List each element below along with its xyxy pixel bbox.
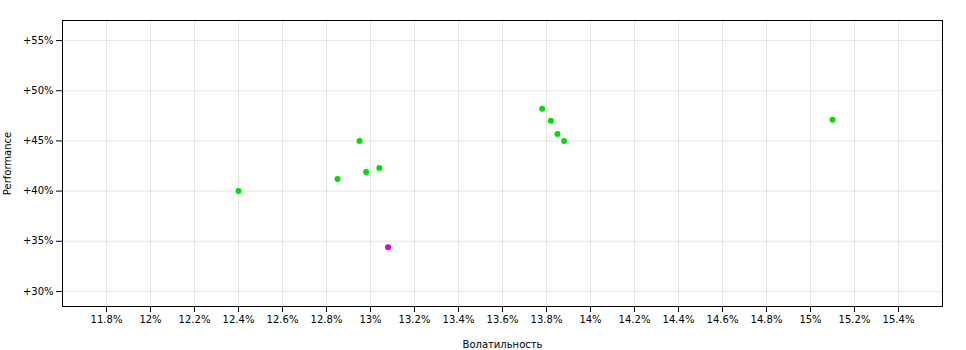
- svg-text:13.8%: 13.8%: [531, 314, 563, 325]
- svg-text:Performance: Performance: [2, 132, 13, 195]
- svg-text:12.8%: 12.8%: [311, 314, 343, 325]
- svg-text:Волатильность: Волатильность: [463, 339, 543, 350]
- svg-text:14.4%: 14.4%: [663, 314, 695, 325]
- svg-text:13.2%: 13.2%: [399, 314, 431, 325]
- svg-text:14.8%: 14.8%: [751, 314, 783, 325]
- svg-text:11.8%: 11.8%: [91, 314, 123, 325]
- svg-text:14.2%: 14.2%: [619, 314, 651, 325]
- svg-text:13.4%: 13.4%: [443, 314, 475, 325]
- svg-text:+50%: +50%: [23, 85, 54, 96]
- svg-text:+45%: +45%: [23, 135, 54, 146]
- svg-text:14.6%: 14.6%: [707, 314, 739, 325]
- svg-text:13.6%: 13.6%: [487, 314, 519, 325]
- svg-text:12%: 12%: [139, 314, 161, 325]
- svg-text:12.4%: 12.4%: [223, 314, 255, 325]
- svg-text:15.2%: 15.2%: [839, 314, 871, 325]
- svg-text:14%: 14%: [579, 314, 601, 325]
- svg-text:+40%: +40%: [23, 185, 54, 196]
- svg-text:13%: 13%: [359, 314, 381, 325]
- svg-text:+55%: +55%: [23, 35, 54, 46]
- svg-text:+35%: +35%: [23, 235, 54, 246]
- svg-text:+30%: +30%: [23, 286, 54, 297]
- svg-text:15.4%: 15.4%: [883, 314, 915, 325]
- svg-text:15%: 15%: [799, 314, 821, 325]
- svg-text:12.6%: 12.6%: [267, 314, 299, 325]
- svg-text:12.2%: 12.2%: [179, 314, 211, 325]
